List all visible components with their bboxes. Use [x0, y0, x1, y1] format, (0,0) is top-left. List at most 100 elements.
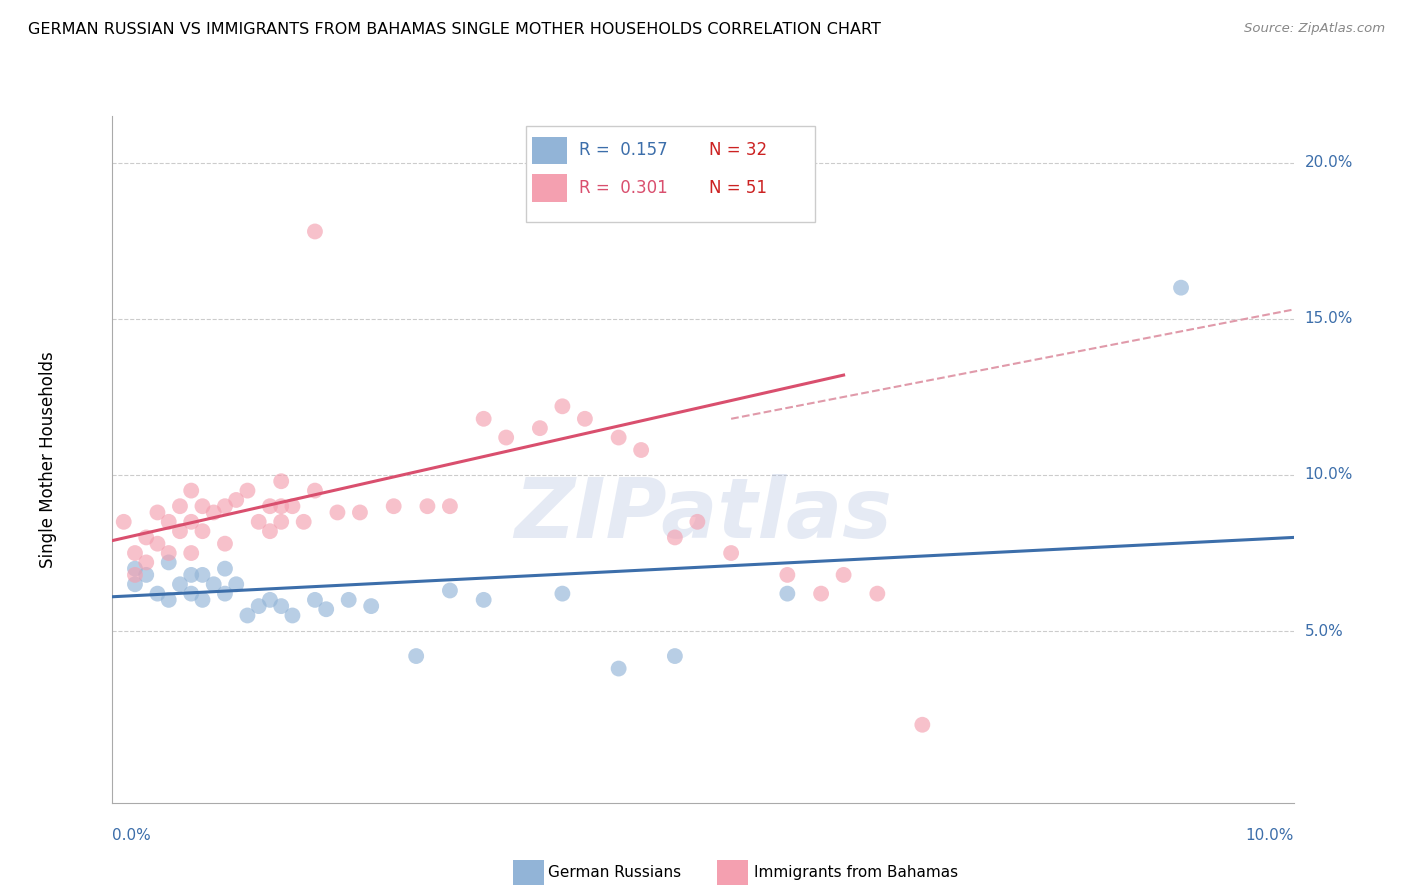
Point	[574, 412, 596, 426]
Point	[124, 577, 146, 591]
FancyBboxPatch shape	[531, 174, 567, 202]
Text: 15.0%: 15.0%	[1305, 311, 1353, 326]
Text: Single Mother Households: Single Mother Households	[38, 351, 56, 567]
Point	[259, 524, 281, 538]
Point	[124, 568, 146, 582]
Point	[169, 500, 191, 514]
Point	[236, 483, 259, 498]
Point	[866, 587, 889, 601]
Point	[191, 500, 214, 514]
Text: Source: ZipAtlas.com: Source: ZipAtlas.com	[1244, 22, 1385, 36]
Point	[472, 592, 495, 607]
Point	[360, 599, 382, 614]
Point	[664, 530, 686, 544]
Point	[439, 500, 461, 514]
Point	[180, 546, 202, 560]
Point	[315, 602, 337, 616]
Point	[146, 505, 169, 519]
Point	[1170, 280, 1192, 294]
Point	[247, 515, 270, 529]
Text: ZIPatlas: ZIPatlas	[515, 474, 891, 555]
Point	[529, 421, 551, 435]
Text: N = 32: N = 32	[709, 141, 768, 160]
Text: R =  0.301: R = 0.301	[579, 179, 668, 197]
Point	[214, 500, 236, 514]
Point	[180, 483, 202, 498]
Point	[281, 500, 304, 514]
Point	[911, 717, 934, 731]
Point	[191, 568, 214, 582]
Point	[191, 524, 214, 538]
Point	[135, 530, 157, 544]
Point	[157, 592, 180, 607]
Point	[169, 524, 191, 538]
Point	[686, 515, 709, 529]
Text: 20.0%: 20.0%	[1305, 155, 1353, 170]
Point	[439, 583, 461, 598]
Point	[202, 577, 225, 591]
Point	[270, 599, 292, 614]
Point	[225, 492, 247, 507]
Point	[124, 546, 146, 560]
Point	[270, 515, 292, 529]
Point	[214, 587, 236, 601]
Point	[124, 562, 146, 576]
Point	[281, 608, 304, 623]
Point	[180, 568, 202, 582]
Point	[270, 475, 292, 489]
Point	[495, 431, 517, 445]
Text: R =  0.157: R = 0.157	[579, 141, 668, 160]
Point	[270, 500, 292, 514]
Point	[405, 649, 427, 664]
Text: 5.0%: 5.0%	[1305, 624, 1343, 639]
Text: N = 51: N = 51	[709, 179, 766, 197]
Point	[304, 224, 326, 238]
Point	[169, 577, 191, 591]
Point	[112, 515, 135, 529]
Point	[810, 587, 832, 601]
Point	[664, 649, 686, 664]
Point	[135, 568, 157, 582]
Point	[259, 500, 281, 514]
Point	[180, 515, 202, 529]
Point	[157, 555, 180, 570]
Point	[180, 587, 202, 601]
Text: 10.0%: 10.0%	[1246, 828, 1294, 843]
FancyBboxPatch shape	[531, 136, 567, 164]
Point	[832, 568, 855, 582]
Point	[236, 608, 259, 623]
Point	[416, 500, 439, 514]
Text: Immigrants from Bahamas: Immigrants from Bahamas	[754, 865, 957, 880]
Point	[630, 443, 652, 457]
Point	[135, 555, 157, 570]
Point	[157, 515, 180, 529]
Point	[304, 592, 326, 607]
Point	[472, 412, 495, 426]
Point	[202, 505, 225, 519]
Point	[225, 577, 247, 591]
Point	[337, 592, 360, 607]
Point	[776, 587, 799, 601]
Point	[326, 505, 349, 519]
Point	[720, 546, 742, 560]
Point	[157, 546, 180, 560]
Point	[146, 587, 169, 601]
Point	[382, 500, 405, 514]
Point	[551, 587, 574, 601]
Point	[214, 562, 236, 576]
Point	[292, 515, 315, 529]
Point	[349, 505, 371, 519]
Text: 0.0%: 0.0%	[112, 828, 152, 843]
FancyBboxPatch shape	[526, 127, 815, 222]
Point	[146, 536, 169, 550]
Text: German Russians: German Russians	[548, 865, 682, 880]
Point	[191, 592, 214, 607]
Point	[214, 536, 236, 550]
Point	[607, 662, 630, 676]
Point	[776, 568, 799, 582]
Text: 10.0%: 10.0%	[1305, 467, 1353, 483]
Text: GERMAN RUSSIAN VS IMMIGRANTS FROM BAHAMAS SINGLE MOTHER HOUSEHOLDS CORRELATION C: GERMAN RUSSIAN VS IMMIGRANTS FROM BAHAMA…	[28, 22, 882, 37]
Point	[551, 400, 574, 414]
Point	[607, 431, 630, 445]
Point	[247, 599, 270, 614]
